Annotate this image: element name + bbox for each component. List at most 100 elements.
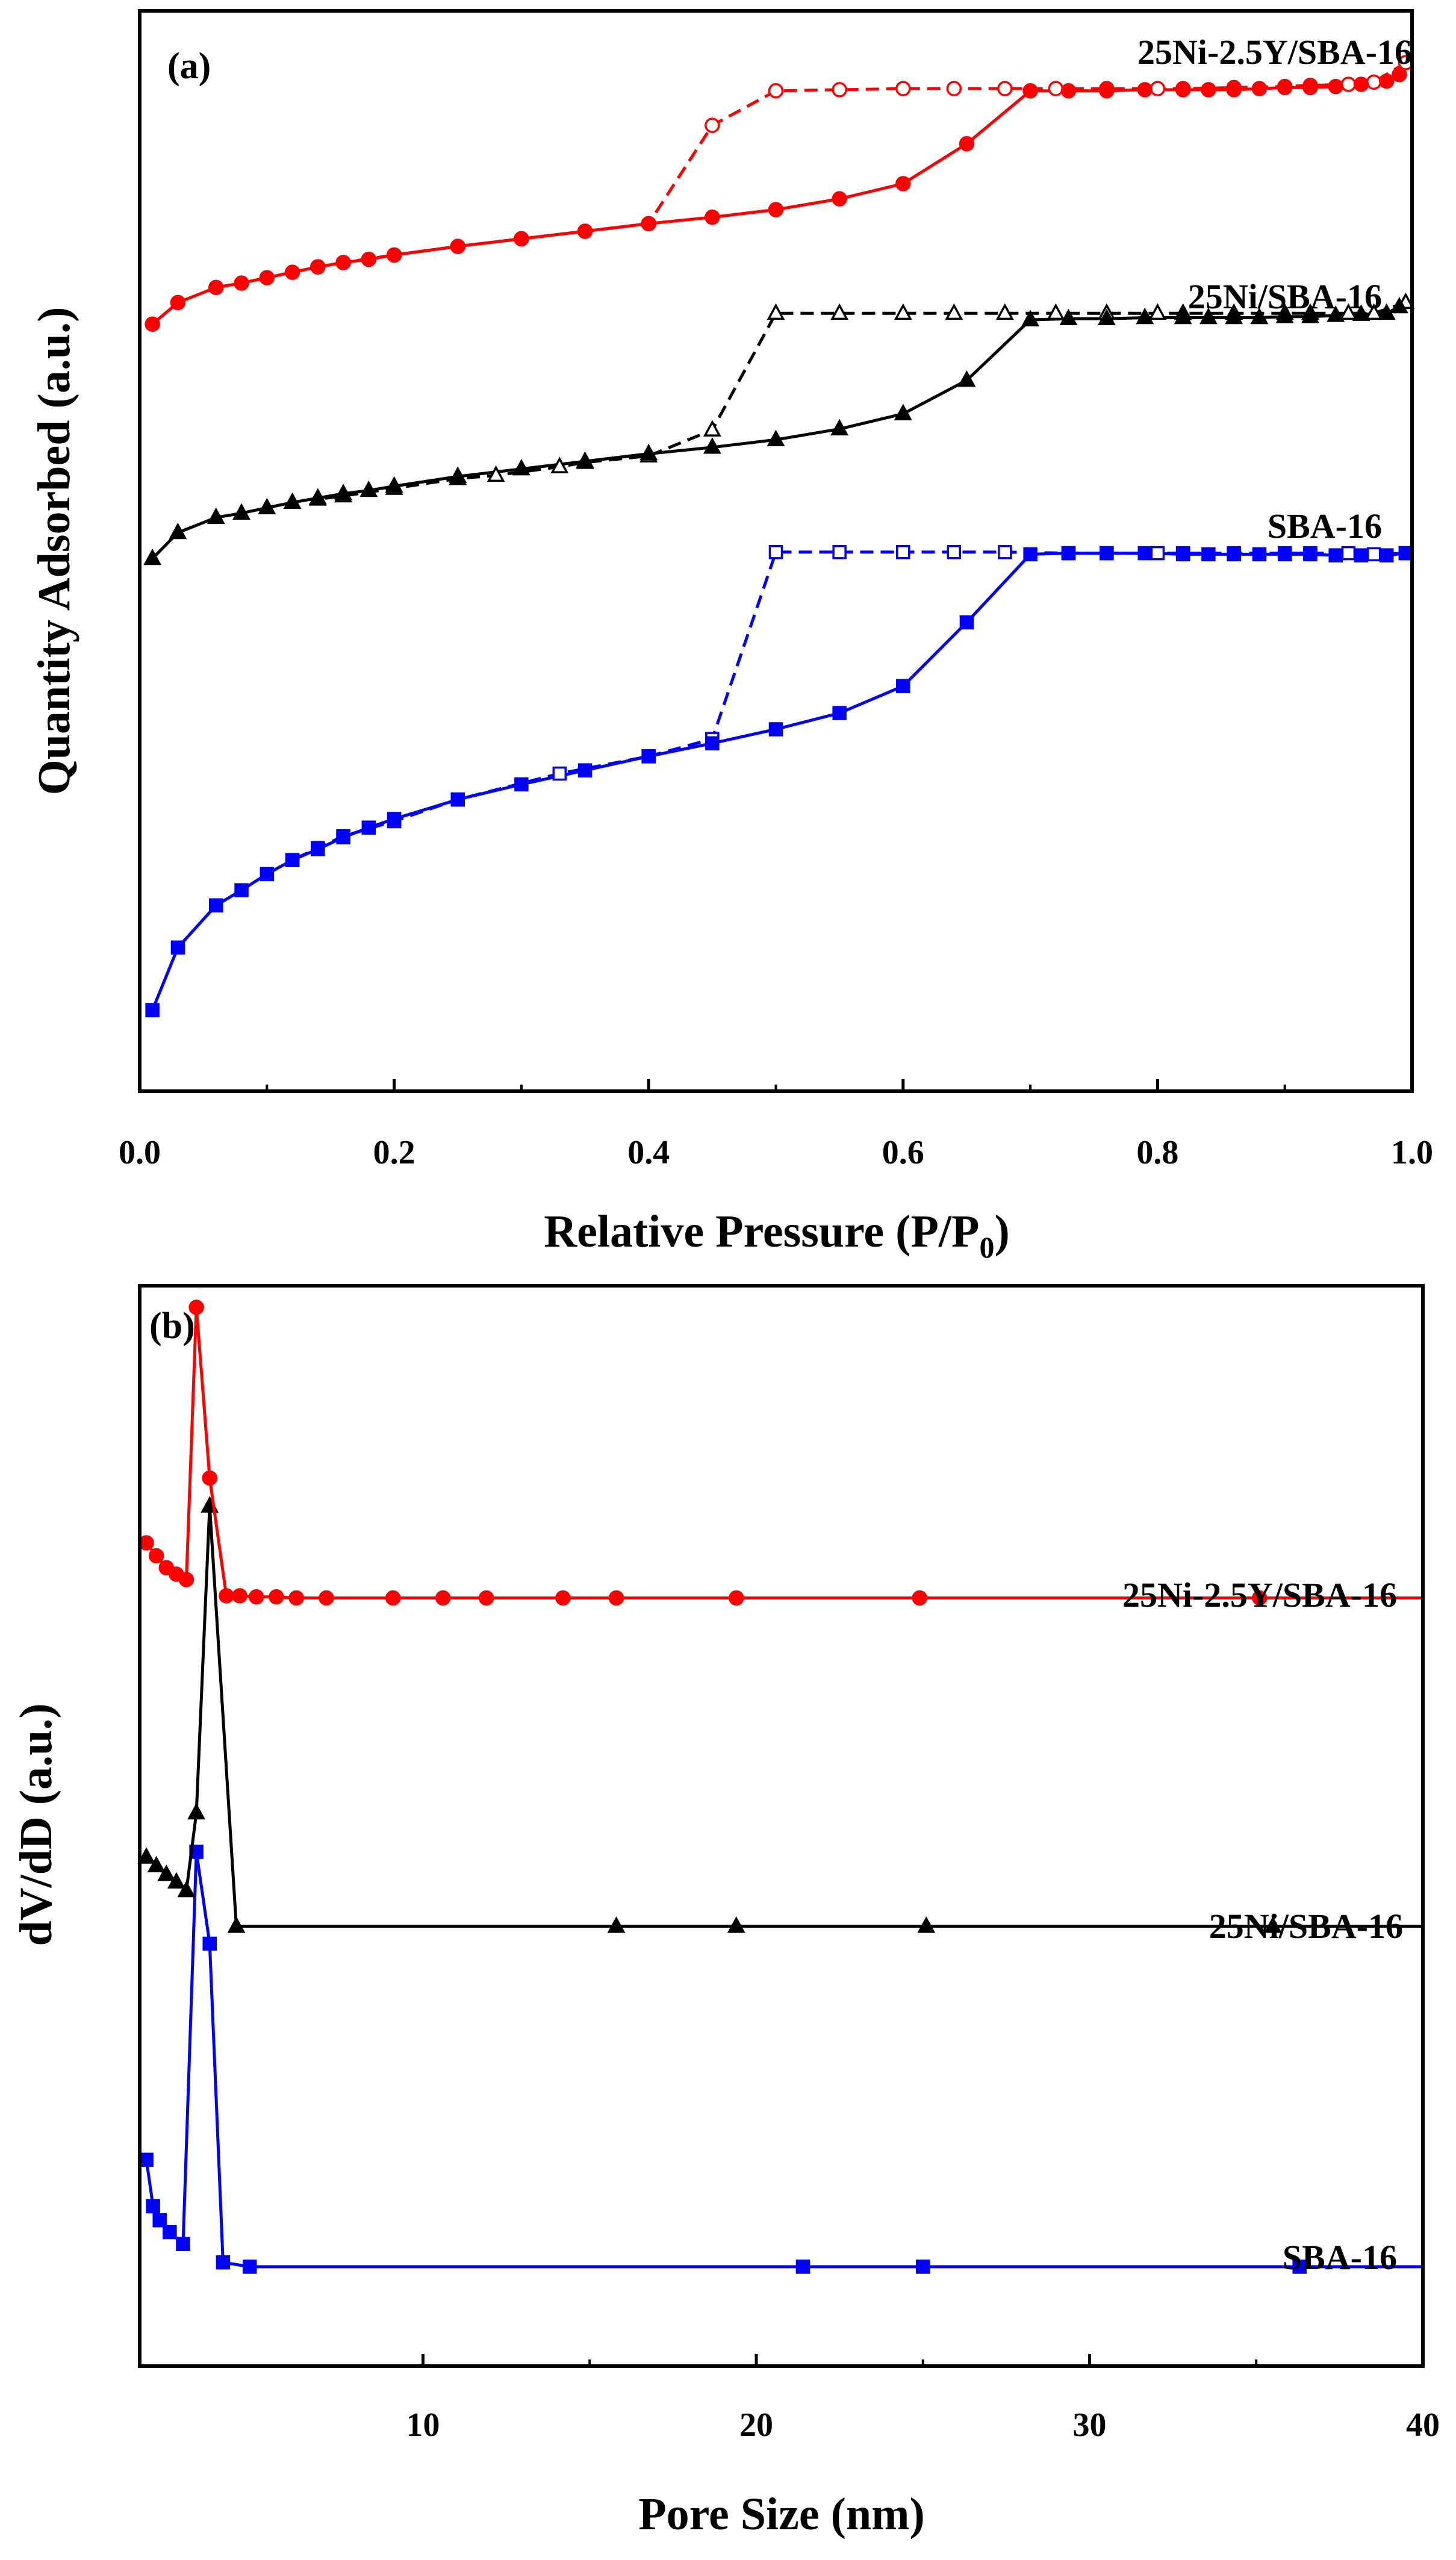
data-point (1252, 1590, 1268, 1606)
data-point (146, 2199, 160, 2214)
data-point-adsorption (308, 488, 327, 505)
data-point-adsorption (768, 202, 784, 217)
series-25ni-sba-16 (143, 292, 1415, 565)
data-point-desorption (1366, 74, 1382, 90)
data-point-adsorption (895, 176, 911, 192)
series-25ni-2-5y-sba-16 (138, 1300, 1423, 1606)
data-point-adsorption (232, 503, 250, 520)
data-point (385, 1590, 401, 1606)
data-point (202, 1470, 217, 1486)
data-point (248, 1589, 264, 1605)
data-point (137, 1847, 156, 1864)
data-point-adsorption (576, 451, 594, 468)
data-point-adsorption (577, 223, 593, 239)
data-point-desorption (832, 82, 847, 98)
data-point-desorption (552, 766, 567, 781)
data-point-adsorption (1021, 310, 1040, 326)
x-tick-label: 20 (739, 2406, 773, 2444)
y-axis-title-a: Quantity Adsorbed (a.u.) (29, 307, 79, 796)
data-point-desorption (1148, 303, 1167, 320)
data-point-adsorption (143, 548, 162, 565)
series-25ni-sba-16 (137, 1496, 1423, 1933)
data-point-adsorption (767, 429, 785, 446)
data-point-desorption (995, 303, 1014, 320)
data-point-adsorption (283, 492, 302, 509)
data-point (219, 1588, 234, 1604)
data-point-adsorption (311, 842, 325, 856)
data-point-adsorption (1328, 548, 1343, 562)
x-tick-label: 10 (406, 2406, 440, 2444)
data-point-desorption (894, 303, 912, 320)
data-point-adsorption (310, 259, 326, 275)
data-point-adsorption (1327, 305, 1345, 322)
x-tick-label: 1.0 (1391, 1134, 1433, 1171)
data-point (269, 1589, 284, 1605)
data-point-adsorption (1199, 307, 1218, 325)
data-point-desorption (1364, 303, 1383, 320)
data-point-adsorption (335, 255, 351, 270)
data-point-adsorption (832, 706, 847, 720)
data-point-desorption (768, 83, 784, 99)
data-point-adsorption (1225, 307, 1243, 325)
data-point-adsorption (1136, 307, 1154, 325)
data-point-desorption (767, 303, 785, 320)
x-tick-label: 0.8 (1136, 1134, 1178, 1171)
data-point (242, 2259, 257, 2274)
data-point-adsorption (234, 275, 249, 291)
data-point-desorption (895, 81, 911, 96)
data-point-adsorption (514, 777, 529, 792)
data-point-adsorption (1390, 296, 1408, 314)
data-point-adsorption (1251, 81, 1268, 96)
data-point-adsorption (577, 763, 593, 777)
x-axis-ticks-a: 0.0 0.2 0.4 0.6 0.8 1.0 (119, 1079, 1433, 1171)
data-point-adsorption (361, 251, 377, 267)
data-point-adsorption (705, 209, 720, 225)
data-point-adsorption (1023, 547, 1038, 562)
data-point (435, 1590, 451, 1606)
data-point-adsorption (1097, 308, 1116, 326)
data-point (917, 1916, 936, 1933)
data-point-adsorption (1353, 76, 1369, 92)
data-point-adsorption (234, 883, 249, 898)
data-point-adsorption (1137, 82, 1153, 98)
data-point-desorption (1048, 81, 1064, 96)
data-point-adsorption (260, 867, 275, 882)
data-point-adsorption (1398, 546, 1413, 561)
data-point-adsorption (1059, 308, 1078, 326)
data-point-adsorption (703, 437, 721, 454)
series-label-ni-b: 25Ni/SBA-16 (1209, 1907, 1403, 1946)
data-point-desorption (705, 117, 720, 133)
data-point (167, 1872, 185, 1889)
data-point-adsorption (514, 231, 529, 247)
data-point-adsorption (1201, 547, 1216, 562)
data-point-adsorption (1252, 547, 1267, 562)
data-point (288, 1590, 304, 1606)
data-point-adsorption (896, 679, 910, 693)
data-point-adsorption (1174, 307, 1192, 325)
data-point (319, 1590, 334, 1606)
data-point-adsorption (1379, 548, 1394, 562)
data-point-adsorption (1201, 82, 1216, 98)
data-point (478, 1590, 494, 1606)
data-point-desorption (703, 420, 721, 437)
data-point-adsorption (1277, 79, 1293, 96)
data-point-desorption (1150, 546, 1165, 561)
data-point-desorption (998, 545, 1012, 559)
data-point-adsorption (768, 722, 783, 737)
data-point-adsorption (387, 812, 402, 826)
data-point-desorption (1340, 76, 1357, 92)
data-point-adsorption (1227, 547, 1241, 562)
x-tick-label: 0.4 (627, 1134, 670, 1171)
data-point-adsorption (386, 247, 402, 263)
data-point (177, 1880, 196, 1898)
data-point-adsorption (1377, 303, 1396, 320)
data-point (555, 1590, 571, 1606)
data-point-adsorption (207, 507, 225, 525)
data-point-adsorption (285, 853, 300, 867)
data-point-adsorption (641, 749, 656, 764)
x-tick-label: 0.2 (373, 1134, 415, 1171)
data-point (1292, 2259, 1307, 2274)
plot-area-b (137, 1300, 1423, 2274)
data-point-adsorption (1302, 79, 1318, 96)
data-point-adsorption (1060, 83, 1077, 99)
